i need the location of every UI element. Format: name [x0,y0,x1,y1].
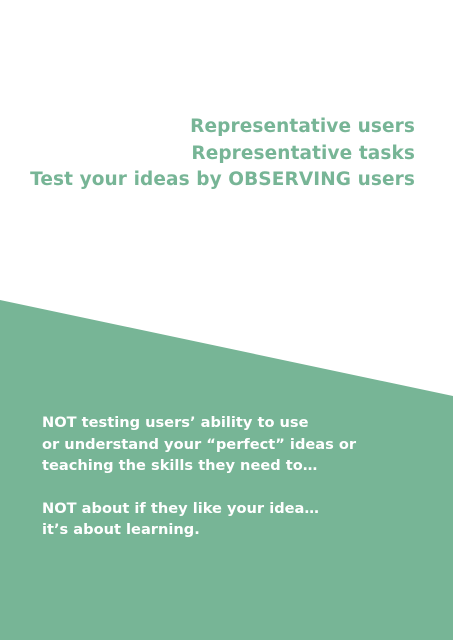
paragraph-gap [42,477,356,498]
note-line: teaching the skills they need to… [42,457,318,474]
heading-block: Representative users Representative task… [30,114,415,194]
heading-line-observing-users: Test your ideas by OBSERVING users [30,169,415,190]
note-line: it’s about learning. [42,521,200,538]
note-line: NOT testing users’ ability to use [42,414,309,431]
note-line: NOT about if they like your idea… [42,499,320,517]
green-band-shape [0,300,453,640]
heading-line-representative-tasks: Representative tasks [191,142,415,164]
note-line: or understand your “perfect” ideas or [42,435,357,453]
heading-line-representative-users: Representative users [190,116,415,137]
notes-block: NOT testing users’ ability to use or und… [42,412,356,541]
